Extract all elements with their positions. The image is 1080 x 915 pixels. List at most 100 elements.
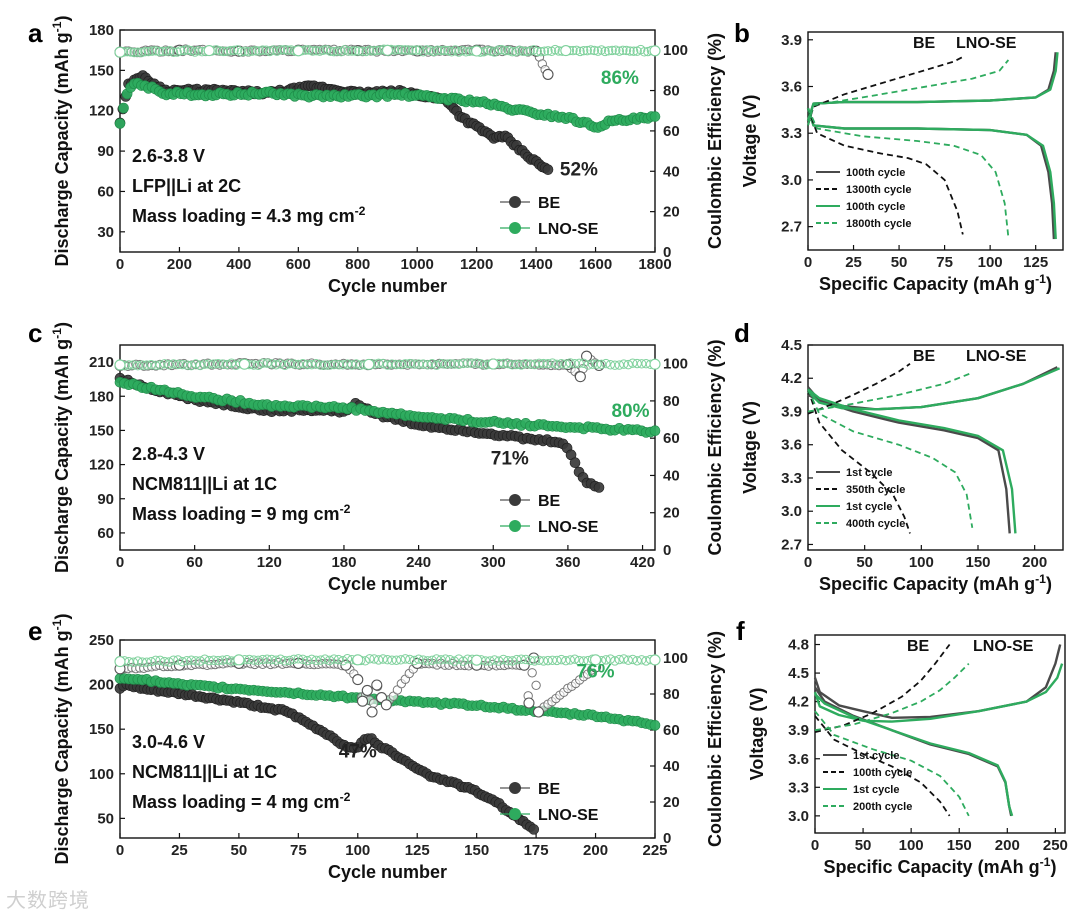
y-tick-label: 2.7	[781, 219, 802, 236]
ce-point	[284, 359, 295, 369]
legend-label: 1st cycle	[853, 784, 899, 796]
ce-point	[605, 360, 616, 370]
y2-tick-label: 40	[663, 758, 680, 775]
ce-point	[372, 45, 382, 56]
ce-point	[354, 46, 364, 56]
ce-point	[142, 657, 152, 667]
curve-lno-200th-discharge	[814, 710, 970, 817]
ce-point	[325, 46, 336, 57]
ce-point	[400, 359, 411, 369]
ce-point	[503, 656, 513, 666]
y-tick-label: 2.7	[781, 536, 802, 553]
curve-be-1st-discharge	[807, 393, 1011, 534]
ce-marker	[532, 706, 545, 718]
ce-marker	[381, 44, 394, 56]
curve-lno-400th-discharge	[807, 388, 974, 528]
ce-point	[391, 655, 402, 665]
ce-point	[534, 655, 544, 665]
ce-point	[257, 45, 268, 55]
y-tick-label: 180	[89, 388, 114, 405]
x-axis-title: Specific Capacity (mAh g-1)	[824, 855, 1057, 877]
ce-point	[405, 654, 415, 665]
y2-tick-label: 20	[663, 204, 680, 221]
y-tick-label: 3.0	[788, 808, 809, 825]
y-tick-label: 120	[89, 457, 114, 474]
capacity-point	[528, 824, 540, 835]
legend-label: 100th cycle	[846, 167, 905, 179]
ce-point	[512, 359, 522, 370]
x-axis-title: Specific Capacity (mAh g-1)	[819, 272, 1052, 294]
curve-label-be: BE	[907, 638, 930, 655]
annotation-loading: Mass loading = 9 mg cm-2	[132, 502, 351, 524]
ce-point	[350, 46, 361, 56]
ce-point	[311, 359, 321, 369]
ce-point	[610, 656, 620, 666]
x-tick-label: 150	[464, 842, 489, 859]
ce-point	[133, 361, 143, 371]
ce-point	[610, 360, 620, 370]
ce-point	[532, 46, 542, 57]
y-tick-label: 210	[89, 354, 114, 371]
ce-point	[240, 46, 250, 56]
annotation-voltage: 3.0-4.6 V	[132, 732, 205, 752]
x-tick-label: 50	[891, 254, 908, 271]
ce-point	[253, 360, 263, 371]
ce-point	[351, 359, 361, 369]
ce-point	[565, 358, 575, 368]
x-tick-label: 1400	[519, 256, 552, 273]
y-tick-label: 120	[89, 103, 114, 120]
y2-tick-label: 60	[663, 430, 680, 447]
ce-marker	[471, 45, 483, 57]
ce-point	[529, 359, 540, 370]
x-tick-label: 1600	[579, 256, 612, 273]
ce-point	[422, 45, 432, 55]
ce-point	[168, 655, 179, 665]
ce-point	[136, 47, 147, 58]
ce-point	[193, 45, 204, 56]
ce-point	[329, 654, 339, 664]
ce-point	[574, 358, 584, 369]
ce-point	[425, 45, 435, 56]
legend-label: 1st cycle	[846, 501, 892, 513]
ce-point	[628, 358, 638, 368]
ce-point	[516, 654, 526, 664]
curve-be-1st-charge	[813, 644, 1062, 719]
ce-point	[583, 360, 593, 370]
ce-point	[128, 657, 139, 667]
ce-point	[449, 359, 460, 369]
ce-point	[280, 656, 290, 666]
series-lno-se-ce	[114, 44, 661, 58]
ce-point	[364, 654, 375, 664]
ce-point	[393, 44, 403, 55]
ce-point	[486, 46, 496, 56]
curve-be-100th-discharge	[814, 715, 951, 817]
x-tick-label: 420	[630, 554, 655, 571]
y-axis-title: Discharge Capacity (mAh g-1)	[50, 16, 72, 267]
ce-point	[164, 657, 174, 667]
ce-marker	[366, 706, 378, 718]
ce-point	[275, 45, 286, 55]
y-tick-label: 60	[97, 525, 114, 542]
ce-point	[639, 47, 649, 57]
ce-point	[133, 656, 143, 666]
ce-point	[311, 655, 321, 666]
y2-tick-label: 100	[663, 356, 688, 373]
ce-point	[400, 654, 411, 664]
ce-point	[578, 656, 589, 666]
y-tick-label: 200	[89, 677, 114, 694]
panel-label-a: a	[28, 18, 43, 48]
ce-point	[364, 45, 375, 56]
ce-point	[332, 46, 343, 56]
ce-point	[247, 46, 257, 56]
ce-point	[534, 358, 544, 369]
ce-point	[607, 45, 617, 56]
ce-point	[368, 46, 378, 56]
ce-marker	[649, 654, 661, 666]
ce-marker	[649, 358, 661, 370]
ce-point	[436, 45, 446, 56]
legend-label: 400th cycle	[846, 518, 905, 530]
x-tick-label: 300	[481, 554, 506, 571]
ce-point	[257, 358, 268, 368]
ce-point	[575, 46, 585, 57]
curve-lno-1st-discharge	[807, 388, 1017, 534]
